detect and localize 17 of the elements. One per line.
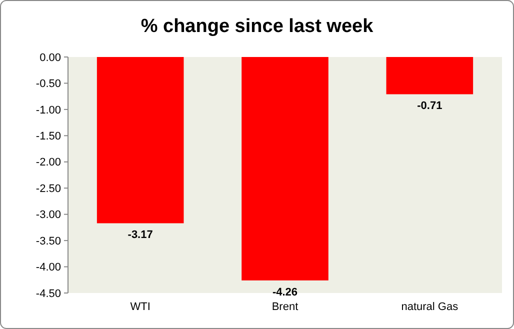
- y-tick-label: -4.50: [36, 288, 61, 300]
- x-tick-label: WTI: [130, 301, 150, 313]
- data-label: -0.71: [417, 100, 442, 112]
- data-label: -4.26: [272, 286, 298, 298]
- y-tick-label: -1.00: [36, 104, 61, 116]
- y-tick-label: 0.00: [40, 52, 61, 64]
- chart-title: % change since last week: [140, 16, 374, 37]
- x-tick-label: Brent: [272, 301, 298, 313]
- y-tick-label: -3.50: [36, 235, 61, 248]
- x-tick-label: natural Gas: [401, 301, 459, 313]
- y-tick-label: -1.50: [36, 130, 61, 143]
- data-label: -3.17: [128, 229, 153, 242]
- y-tick-label: -0.50: [36, 78, 61, 90]
- y-tick-label: -3.00: [36, 209, 61, 222]
- y-tick-label: -4.00: [36, 262, 61, 274]
- y-tick-label: -2.50: [36, 182, 61, 195]
- y-tick-label: -2.00: [36, 156, 61, 169]
